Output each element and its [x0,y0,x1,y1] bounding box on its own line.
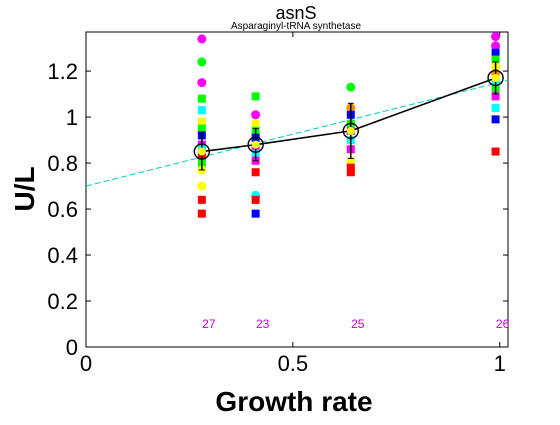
data-point-square [251,168,260,177]
data-point-circle [197,181,207,191]
data-point-square [197,195,206,204]
y-tick-label: 0.8 [47,151,78,176]
data-point-square [346,168,355,177]
data-point-square [251,209,260,218]
data-point-square [491,115,500,124]
mean-marker [342,122,359,140]
x-tick-label: 0 [80,351,92,376]
data-point-circle [197,57,207,67]
data-point-circle [346,82,356,92]
data-point-square [197,209,206,218]
y-tick-label: 1.2 [47,59,78,84]
plot-area [85,31,509,348]
mean-line [201,77,496,153]
mean-marker-fill [346,126,355,135]
x-axis-label: Growth rate [215,386,372,417]
data-point-square [491,48,500,57]
data-point-square [491,92,500,101]
axes: 0 0.5 1 0 0.2 0.4 0.6 0.8 1 1.2 [47,31,509,376]
mean-marker [247,136,264,153]
data-point-square [346,156,355,165]
chart-title: asnS [275,3,316,23]
data-point-square [491,55,500,64]
data-point-circle [251,110,261,120]
data-point-circle [197,78,207,88]
mean-marker-fill [251,140,260,149]
data-point-square [197,124,206,133]
sample-count-label: 27 [202,317,216,331]
y-axis-label: U/L [9,166,40,211]
sample-count-label: 25 [351,317,365,331]
x-tick-label: 0.5 [278,351,309,376]
data-point-square [491,103,500,112]
fit-line [85,79,509,187]
y-tick-label: 1 [66,105,78,130]
sample-count-label: 23 [256,317,270,331]
data-point-square [251,119,260,128]
data-point-circle [491,41,501,51]
data-point-square [491,147,500,156]
y-tick-label: 0.2 [47,289,78,314]
mean-marker-fill [197,147,206,156]
mean-series-layer [193,61,504,171]
y-tick-label: 0.4 [47,243,78,268]
mean-marker [487,69,504,87]
data-point-square [251,92,260,101]
y-tick-label: 0.6 [47,197,78,222]
sample-counts: 27 23 25 26 [202,317,509,331]
chart-subtitle: Asparaginyl-tRNA synthetase [231,21,362,32]
fit-line-layer [85,79,509,187]
sample-count-label: 26 [496,317,510,331]
x-tick-label: 1 [494,351,506,376]
mean-marker-fill [491,73,500,82]
y-tick-label: 0 [66,335,78,360]
data-point-square [197,106,206,115]
data-point-square [197,117,206,126]
data-point-circle [491,32,501,42]
data-point-square [251,195,260,204]
data-point-square [197,94,206,103]
data-point-circle [197,34,207,44]
mean-marker [193,143,211,160]
data-point-square [346,163,355,172]
